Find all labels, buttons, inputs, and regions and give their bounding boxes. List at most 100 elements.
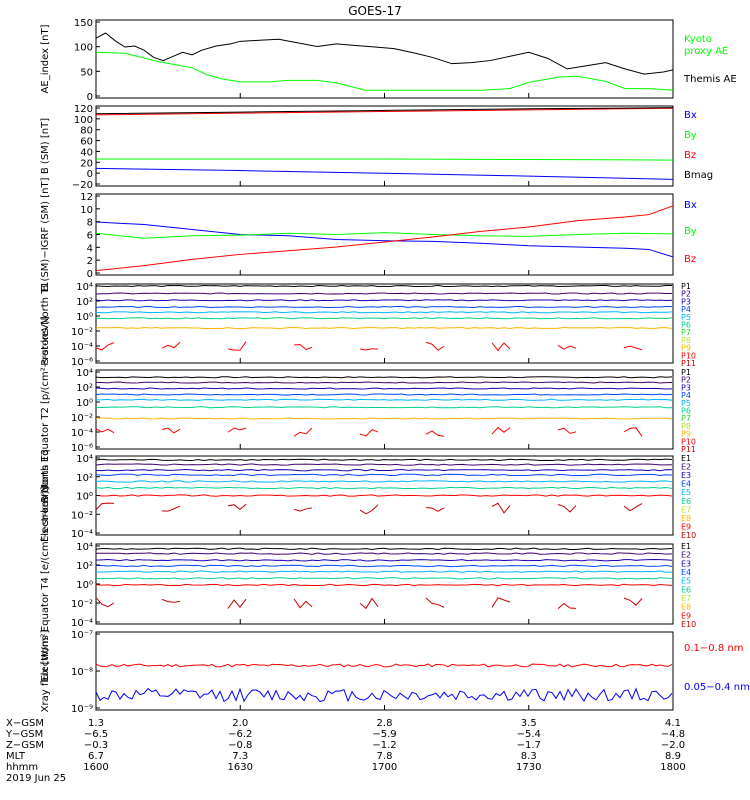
x-axis-value: 7.3: [232, 751, 248, 762]
x-axis-value: 1730: [516, 762, 541, 773]
legend-e3: E3: [681, 559, 691, 568]
legend-e5: E5: [681, 577, 691, 586]
series-line-bx: [96, 221, 673, 258]
series-segment: [161, 598, 181, 603]
legend-e7: E7: [681, 505, 691, 514]
legend-bmag: Bmag: [684, 170, 713, 181]
series-line-bz: [96, 107, 673, 116]
panel-8: 10⁻⁷ 10⁻⁸ 10⁻⁹ Xray flux [W/m²] 0.1−0.8 nm 0.…: [40, 630, 750, 715]
y-tick-label: 0: [87, 92, 93, 103]
legend-bx: Bx: [684, 200, 697, 211]
series-line: [96, 473, 673, 477]
legend-e6: E6: [681, 497, 691, 506]
series-segment: [96, 342, 115, 351]
legend-e9: E9: [681, 522, 691, 531]
y-tick-label: 10⁻⁴: [71, 342, 93, 353]
y-tick-label: 0: [87, 169, 93, 180]
y-tick-label: 10: [80, 205, 93, 216]
panel-frame: [95, 283, 674, 364]
series-segment: [557, 344, 577, 350]
series-segment: [227, 503, 247, 511]
series-line: [96, 393, 673, 396]
series-line-bmag: [96, 107, 673, 115]
y-axis-label: Electrons North T3: [40, 449, 51, 542]
y-tick-label: 2: [87, 256, 93, 267]
series-segment: [623, 345, 643, 351]
x-axis-value: −2.0: [661, 740, 685, 751]
y-tick-label: 10²: [76, 473, 93, 484]
legend-p3: P3: [681, 383, 691, 392]
legend-p6: P6: [681, 321, 691, 330]
legend-e4: E4: [681, 480, 691, 489]
legend-p7: P7: [681, 414, 691, 423]
y-tick-label: 10⁰: [76, 580, 93, 591]
series-line-xray-1: [96, 663, 673, 668]
y-tick-label: 60: [80, 137, 93, 148]
panel-5: 10⁴ 10² 10⁰ 10⁻² 10⁻⁴ 10⁻⁶ Protons Equator T2 …: [40, 316, 696, 503]
plot-area: [96, 376, 673, 437]
y-tick-label: 10²: [76, 297, 93, 308]
series-line-themis-ae: [96, 32, 673, 75]
x-axis-value: 4.1: [665, 718, 681, 729]
y-axis-label: B (SM) [nT]: [40, 118, 51, 174]
x-axis-value: 8.3: [521, 751, 537, 762]
legend-xray-2: 0.05−0.4 nm: [684, 682, 750, 693]
x-axis-value: −5.9: [372, 729, 396, 740]
y-axis-label: Protons North T1: [40, 281, 51, 365]
y-tick-label: 10⁻²: [71, 327, 93, 338]
x-axis-value: −1.2: [372, 740, 396, 751]
y-tick-label: 10⁻⁷: [71, 630, 93, 641]
y-tick-label: 0: [87, 269, 93, 280]
y-tick-label: 10⁻⁴: [71, 428, 93, 439]
series-segment: [293, 427, 313, 437]
panel-frame: [95, 19, 674, 99]
y-tick-label: −20: [72, 180, 93, 191]
x-axis-value: 7.8: [377, 751, 393, 762]
series-line: [96, 326, 673, 330]
series-line-bx: [96, 167, 673, 180]
y-tick-label: 10⁴: [76, 282, 93, 293]
legend-p11: P11: [681, 445, 696, 454]
y-tick-label: 10⁴: [76, 454, 93, 465]
legend-by: By: [684, 226, 697, 237]
series-line: [96, 583, 673, 587]
series-line: [96, 486, 673, 490]
series-segment: [425, 341, 445, 351]
legend-e8: E8: [681, 603, 691, 612]
series-segment: [623, 597, 643, 606]
x-axis-value: −0.3: [84, 740, 108, 751]
x-axis-value: 6.7: [88, 751, 104, 762]
y-tick-label: 12: [80, 192, 93, 203]
y-tick-label: 150: [74, 18, 93, 29]
plot-area: [96, 32, 673, 91]
x-axis-labels: X−GSM 1.3 2.0 2.8 3.5 4.1 Y−GSM −6.5 −6.2 −5.9 −5.…: [5, 718, 686, 784]
y-tick-label: 10⁻⁸: [71, 667, 93, 678]
legend-e8: E8: [681, 514, 691, 523]
y-tick-label: 20: [80, 158, 93, 169]
plot-title: GOES-17: [348, 4, 402, 18]
panel-3: 12 10 8 64 2 0 B (SM)−IGRF (SM) [nT] Bx By Bz: [40, 177, 697, 291]
series-line: [96, 292, 673, 295]
y-tick-label: 10⁰: [76, 492, 93, 503]
series-segment: [227, 341, 247, 351]
legend-p6: P6: [681, 407, 691, 416]
y-tick-label: 6: [87, 231, 93, 242]
series-segment: [491, 597, 511, 608]
legend-bx: Bx: [684, 110, 697, 121]
legend-p8: P8: [681, 336, 691, 345]
legend-e5: E5: [681, 488, 691, 497]
y-tick-label: 50: [80, 67, 93, 78]
legend-p2: P2: [681, 290, 691, 299]
legend-e2: E2: [681, 463, 691, 472]
y-tick-label: 80: [80, 126, 93, 137]
y-axis-label: Electrons Equator T4 [e/(cm²-s-sr-keV)]: [40, 486, 51, 681]
y-tick-label: 10²: [76, 383, 93, 394]
series-segment: [425, 507, 445, 512]
x-axis-value: −5.4: [517, 729, 541, 740]
series-line: [96, 406, 673, 409]
legend-p5: P5: [681, 399, 691, 408]
